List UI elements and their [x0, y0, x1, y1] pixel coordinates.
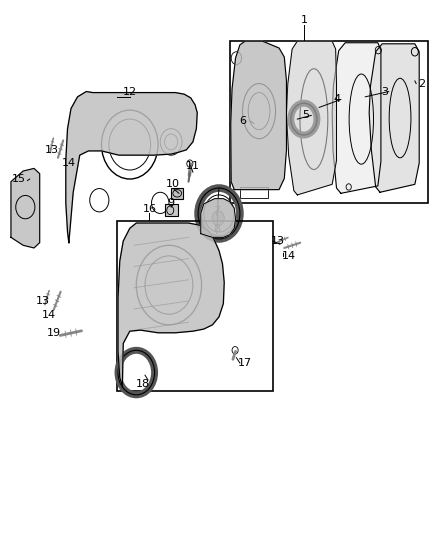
- Text: 13: 13: [44, 145, 58, 155]
- Text: 4: 4: [333, 94, 340, 104]
- Text: 5: 5: [303, 110, 310, 120]
- Polygon shape: [286, 41, 336, 195]
- Text: 10: 10: [166, 179, 180, 189]
- Bar: [240, 187, 268, 198]
- Bar: [171, 188, 184, 199]
- Text: 14: 14: [282, 252, 296, 261]
- Polygon shape: [332, 43, 381, 193]
- Text: 11: 11: [186, 161, 200, 171]
- Bar: [117, 221, 273, 391]
- Polygon shape: [118, 223, 224, 386]
- Text: 15: 15: [12, 174, 26, 184]
- Polygon shape: [201, 199, 236, 237]
- Text: 16: 16: [142, 204, 156, 214]
- Polygon shape: [11, 168, 40, 248]
- Text: 14: 14: [42, 310, 57, 320]
- Text: 9: 9: [168, 198, 175, 208]
- Text: 13: 13: [271, 236, 285, 246]
- Bar: [230, 41, 428, 203]
- Polygon shape: [369, 44, 419, 192]
- Text: 12: 12: [123, 86, 137, 96]
- Text: 17: 17: [238, 358, 252, 368]
- Text: 3: 3: [381, 86, 388, 96]
- Text: 1: 1: [300, 15, 307, 25]
- Text: 7: 7: [213, 206, 220, 216]
- Circle shape: [212, 211, 224, 225]
- Text: 14: 14: [62, 158, 76, 168]
- Text: 2: 2: [418, 78, 425, 88]
- Text: 18: 18: [136, 379, 150, 389]
- Text: 8: 8: [213, 224, 220, 235]
- Polygon shape: [231, 41, 286, 190]
- Bar: [165, 205, 178, 216]
- Polygon shape: [66, 92, 197, 243]
- Text: 13: 13: [36, 296, 50, 306]
- Text: 19: 19: [46, 328, 61, 338]
- Text: 6: 6: [240, 116, 247, 126]
